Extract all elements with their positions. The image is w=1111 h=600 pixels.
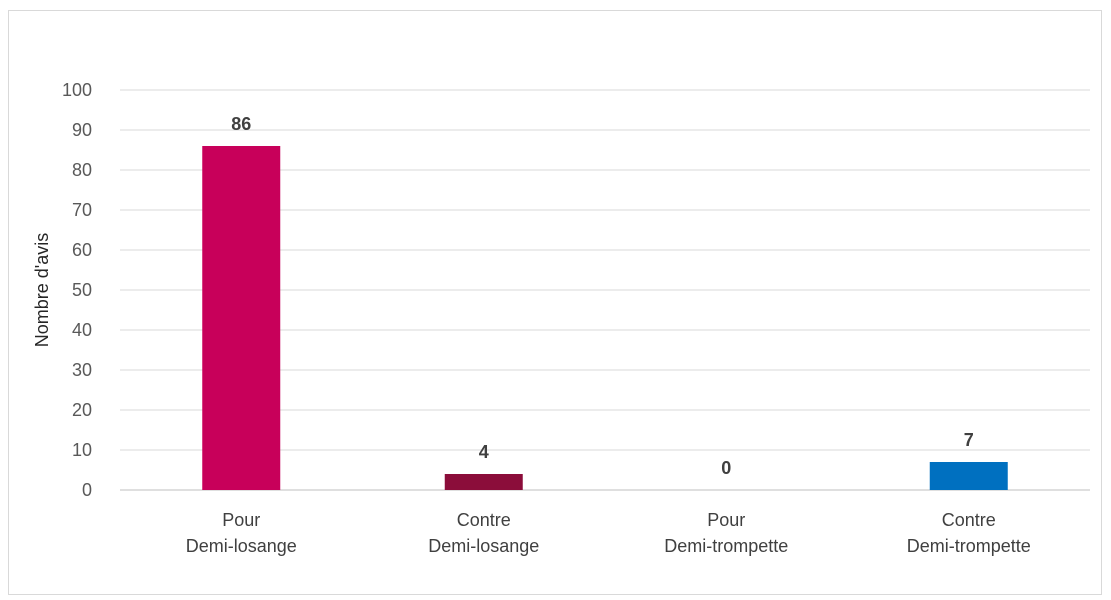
y-tick-label: 10 bbox=[72, 440, 92, 460]
bar bbox=[929, 462, 1008, 490]
bars bbox=[202, 146, 1008, 490]
x-category-label: Contre Demi-losange bbox=[428, 510, 539, 556]
y-tick-label: 0 bbox=[82, 480, 92, 500]
x-category-label: Pour Demi-losange bbox=[186, 510, 297, 556]
chart-frame bbox=[8, 10, 1102, 595]
y-tick-label: 60 bbox=[72, 240, 92, 260]
y-tick-label: 90 bbox=[72, 120, 92, 140]
data-label: 7 bbox=[964, 430, 974, 450]
data-label: 4 bbox=[479, 442, 489, 462]
gridlines bbox=[120, 89, 1090, 491]
y-tick-label: 50 bbox=[72, 280, 92, 300]
y-tick-label: 20 bbox=[72, 400, 92, 420]
x-category-label: Contre Demi-trompette bbox=[907, 510, 1031, 556]
data-labels: 86 4 0 7 bbox=[231, 114, 974, 478]
y-tick-label: 80 bbox=[72, 160, 92, 180]
y-tick-label: 70 bbox=[72, 200, 92, 220]
y-tick-label: 100 bbox=[62, 80, 92, 100]
bar bbox=[444, 474, 523, 490]
x-axis: Pour Demi-losange Contre Demi-losange Pour De… bbox=[186, 510, 1031, 556]
data-label: 0 bbox=[721, 458, 731, 478]
bar bbox=[202, 146, 281, 490]
y-tick-label: 40 bbox=[72, 320, 92, 340]
y-tick-label: 30 bbox=[72, 360, 92, 380]
data-label: 86 bbox=[231, 114, 251, 134]
y-axis: 0 10 20 30 40 50 60 70 80 90 100 bbox=[62, 80, 92, 500]
x-category-label: Pour Demi-trompette bbox=[664, 510, 788, 556]
y-axis-label: Nombre d'avis bbox=[32, 233, 52, 347]
